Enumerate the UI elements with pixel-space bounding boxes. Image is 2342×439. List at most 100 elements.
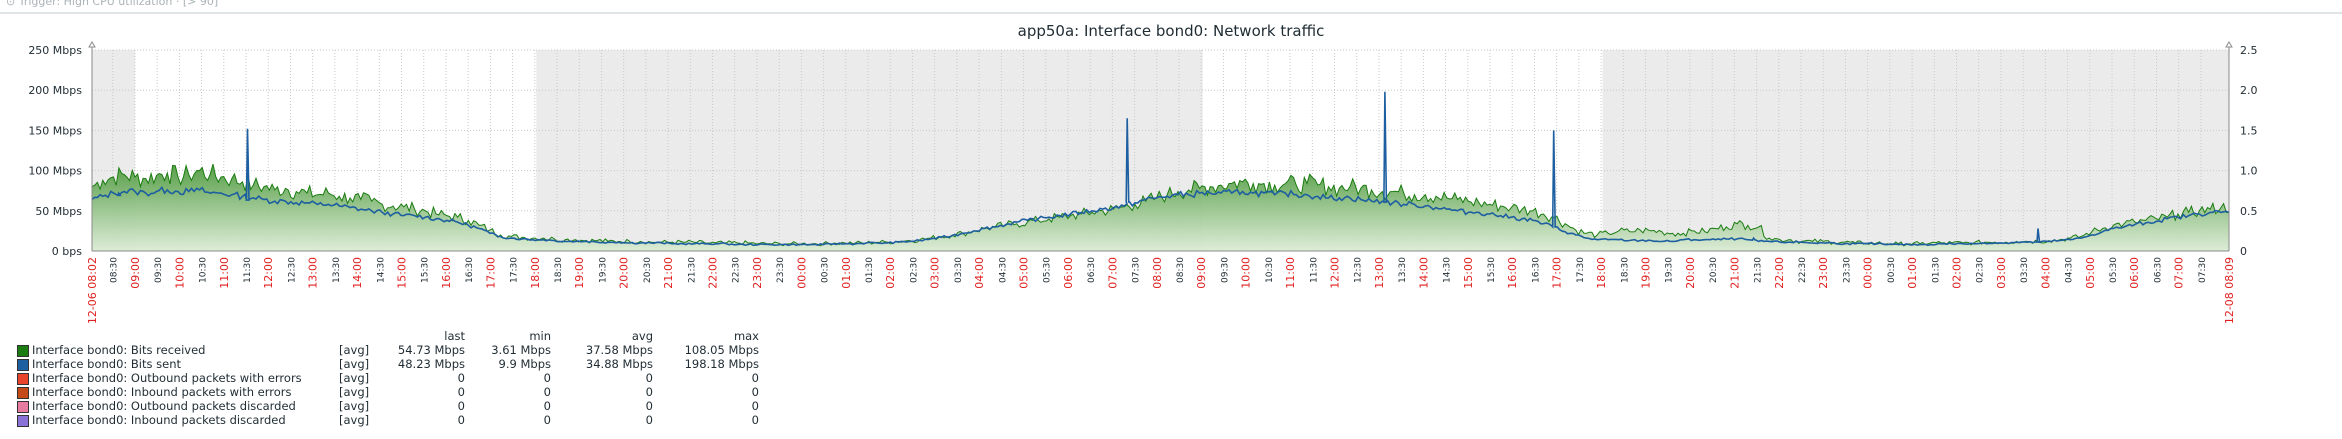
legend-item-avg: 37.58 Mbps — [585, 343, 653, 357]
x-tick-7: 12:00 — [262, 257, 275, 289]
x-tick-87: 04:00 — [2039, 257, 2052, 289]
x-tick-30: 23:30 — [776, 257, 786, 283]
y-axis-right-arrow — [2225, 41, 2233, 48]
legend-item-avg: 0 — [645, 399, 653, 413]
x-tick-61: 15:00 — [1462, 257, 1475, 289]
legend-item-min: 0 — [543, 385, 551, 399]
x-tick-68: 18:30 — [1620, 257, 1630, 283]
legend-item-max: 0 — [751, 399, 759, 413]
legend-item-max: 198.18 Mbps — [684, 357, 759, 371]
legend-color-swatch — [17, 344, 29, 357]
x-tick-23: 20:00 — [618, 257, 631, 289]
y-axis-left-arrow — [88, 41, 96, 48]
legend-item-min: 0 — [543, 371, 551, 385]
x-tick-49: 09:00 — [1195, 257, 1208, 289]
x-tick-21: 19:00 — [573, 257, 586, 289]
x-tick-19: 18:00 — [529, 257, 542, 289]
legend-item-max: 0 — [751, 413, 759, 427]
axes — [88, 41, 2233, 252]
legend-row: Interface bond0: Outbound packets discar… — [14, 399, 762, 413]
y-right-tick-5: 0 — [2240, 245, 2247, 258]
x-tick-47: 08:00 — [1151, 257, 1164, 289]
x-tick-94: 07:30 — [2198, 257, 2208, 283]
x-tick-52: 10:30 — [1265, 257, 1275, 283]
x-tick-69: 19:00 — [1640, 257, 1653, 289]
x-tick-85: 03:00 — [1995, 257, 2008, 289]
legend-item-avg: 0 — [645, 413, 653, 427]
x-tick-26: 21:30 — [687, 257, 697, 283]
x-tick-62: 15:30 — [1487, 257, 1497, 283]
series-received-area — [92, 164, 2229, 251]
y-left-tick-5: 0 bps — [52, 245, 82, 258]
y-left-tick-1: 200 Mbps — [28, 84, 82, 97]
legend-color-swatch — [17, 400, 29, 413]
legend-item-last: 48.23 Mbps — [397, 357, 465, 371]
legend-item-avg: 0 — [645, 371, 653, 385]
x-tick-50: 09:30 — [1220, 257, 1230, 283]
x-tick-63: 16:00 — [1506, 257, 1519, 289]
x-tick-89: 05:00 — [2084, 257, 2097, 289]
x-tick-72: 20:30 — [1709, 257, 1719, 283]
x-tick-10: 13:30 — [332, 257, 342, 283]
x-tick-37: 03:00 — [929, 257, 942, 289]
x-tick-78: 23:30 — [1842, 257, 1852, 283]
x-tick-81: 01:00 — [1906, 257, 1919, 289]
x-tick-4: 10:30 — [199, 257, 209, 283]
x-tick-65: 17:00 — [1551, 257, 1564, 289]
legend-item-function: [avg] — [339, 343, 370, 357]
legend-item-name: Interface bond0: Outbound packets with e… — [32, 371, 302, 385]
x-tick-20: 18:30 — [554, 257, 564, 283]
legend-item-function: [avg] — [339, 357, 370, 371]
x-tick-77: 23:00 — [1817, 257, 1830, 289]
legend-row: Interface bond0: Bits sent [avg] 48.23 Mbp… — [14, 357, 762, 371]
legend-item-name: Interface bond0: Bits received — [32, 343, 206, 357]
x-tick-48: 08:30 — [1176, 257, 1186, 283]
y-right-tick-4: 0.5 — [2240, 205, 2258, 218]
graph-legend: last min avg max Interface bond0: Bits r… — [14, 329, 762, 427]
x-tick-25: 21:00 — [662, 257, 675, 289]
x-tick-27: 22:00 — [707, 257, 720, 289]
legend-item-avg: 0 — [645, 385, 653, 399]
x-tick-82: 01:30 — [1931, 257, 1941, 283]
x-tick-3: 10:00 — [173, 257, 186, 289]
x-tick-45: 07:00 — [1106, 257, 1119, 289]
x-tick-22: 19:30 — [598, 257, 608, 283]
legend-item-name: Interface bond0: Bits sent — [32, 357, 182, 371]
y-left-tick-4: 50 Mbps — [35, 205, 82, 218]
x-tick-86: 03:30 — [2020, 257, 2030, 283]
legend-item-min: 0 — [543, 399, 551, 413]
y-right-tick-1: 2.0 — [2240, 84, 2258, 97]
x-tick-90: 05:30 — [2109, 257, 2119, 283]
x-tick-14: 15:30 — [421, 257, 431, 283]
network-traffic-graph: 250 Mbps 200 Mbps 150 Mbps 100 Mbps 50 Mbps 0… — [28, 41, 2258, 324]
x-tick-41: 05:00 — [1018, 257, 1031, 289]
x-tick-6: 11:30 — [243, 257, 253, 283]
x-tick-12: 14:30 — [376, 257, 386, 283]
legend-item-function: [avg] — [339, 399, 370, 413]
series-layer — [91, 91, 2230, 251]
x-tick-8: 12:30 — [287, 257, 297, 283]
legend-item-last: 0 — [457, 371, 465, 385]
trigger-text: ⊙ Trigger: High CPU utilization · [> 90] — [6, 0, 219, 8]
x-tick-29: 23:00 — [751, 257, 764, 289]
x-tick-71: 20:00 — [1684, 257, 1697, 289]
x-tick-0: 08:30 — [110, 257, 120, 283]
x-tick-34: 01:30 — [865, 257, 875, 283]
x-tick-56: 12:30 — [1354, 257, 1364, 283]
y-right-tick-3: 1.0 — [2240, 165, 2258, 178]
legend-item-min: 3.61 Mbps — [491, 343, 551, 357]
x-tick-18: 17:30 — [510, 257, 520, 283]
x-tick-38: 03:30 — [954, 257, 964, 283]
legend-header-avg: avg — [631, 329, 653, 343]
x-tick-5: 11:00 — [218, 257, 231, 289]
legend-item-min: 9.9 Mbps — [498, 357, 551, 371]
legend-color-swatch — [17, 372, 29, 385]
shaded-periods — [92, 50, 2229, 251]
x-tick-28: 22:30 — [732, 257, 742, 283]
x-tick-59: 14:00 — [1417, 257, 1430, 289]
legend-row: Interface bond0: Inbound packets with er… — [14, 385, 762, 399]
legend-header-last: last — [444, 329, 465, 343]
x-tick-64: 16:30 — [1531, 257, 1541, 283]
legend-item-last: 0 — [457, 399, 465, 413]
x-tick-88: 04:30 — [2065, 257, 2075, 283]
